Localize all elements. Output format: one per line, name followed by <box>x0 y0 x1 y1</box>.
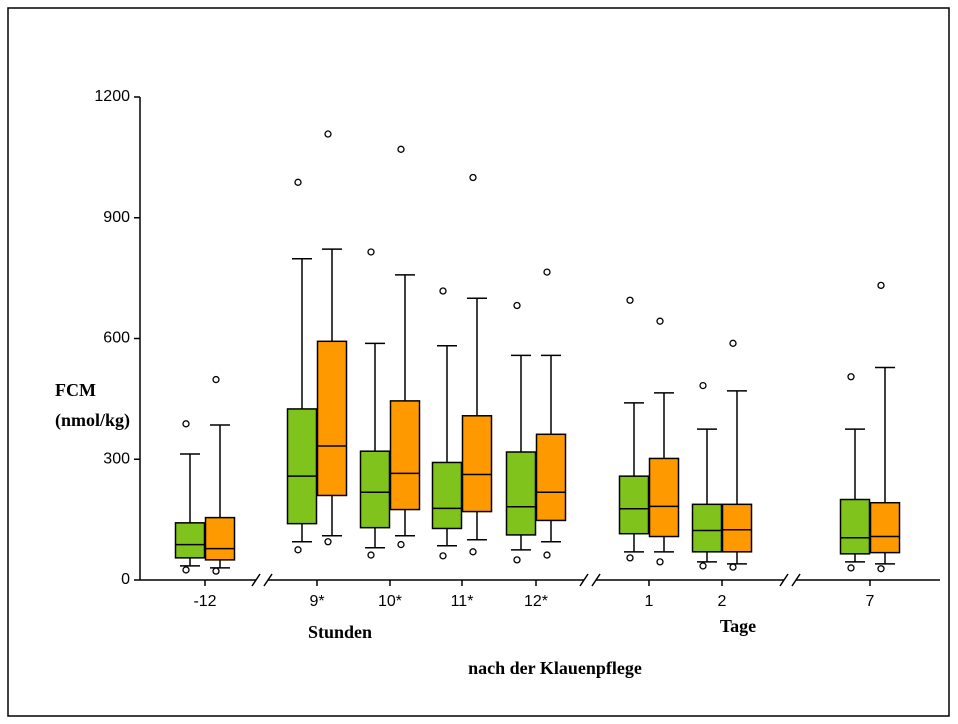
outlier <box>294 546 302 554</box>
outlier <box>626 296 634 304</box>
box <box>316 340 348 497</box>
outlier <box>729 339 737 347</box>
y-axis-label: FCM <box>55 380 96 400</box>
box <box>648 457 680 538</box>
outlier <box>439 287 447 295</box>
box <box>461 415 493 513</box>
outlier <box>656 317 664 325</box>
box <box>286 408 318 525</box>
outlier <box>397 540 405 549</box>
outlier <box>367 551 375 559</box>
outlier <box>699 381 707 390</box>
outlier <box>847 564 855 572</box>
x-tick-label: 7 <box>866 593 875 610</box>
box <box>359 450 391 529</box>
x-tick-label: 11* <box>451 593 474 610</box>
outlier <box>513 301 521 310</box>
outlier <box>626 554 634 562</box>
x-tick-label: 9* <box>309 593 324 610</box>
box <box>869 501 901 554</box>
y-tick-label: 600 <box>103 330 130 347</box>
outlier <box>469 548 477 556</box>
box <box>389 400 421 511</box>
outlier <box>212 375 220 384</box>
x-tick-label: 2 <box>718 593 727 610</box>
y-axis-label: (nmol/kg) <box>55 410 130 431</box>
outlier <box>324 538 332 546</box>
outlier <box>182 420 190 428</box>
outlier <box>543 268 551 276</box>
x-axis <box>140 573 940 587</box>
x-tick-label: 1 <box>645 593 654 610</box>
box <box>204 516 236 561</box>
x-tick-label: 10* <box>378 593 402 610</box>
x-axis-label: nach der Klauenpflege <box>468 658 642 678</box>
outlier <box>469 173 477 182</box>
outlier <box>212 567 220 575</box>
outlier <box>324 130 332 138</box>
outlier <box>439 552 447 560</box>
outlier <box>847 373 855 381</box>
outlier <box>294 178 302 186</box>
box <box>535 433 567 522</box>
box <box>691 503 723 553</box>
outlier <box>182 566 190 574</box>
outlier <box>656 558 664 566</box>
y-tick-label: 300 <box>103 450 130 467</box>
box <box>721 503 753 553</box>
box <box>431 461 463 530</box>
outlier <box>877 281 885 290</box>
x-tick-label: -12 <box>193 593 216 610</box>
group-label: Stunden <box>308 622 372 642</box>
box <box>839 498 871 555</box>
box <box>618 475 650 535</box>
group-label: Tage <box>720 616 756 636</box>
box <box>174 522 206 559</box>
outlier <box>543 551 551 559</box>
outlier <box>367 248 375 256</box>
y-tick-label: 900 <box>103 209 130 226</box>
x-tick-label: 12* <box>524 593 548 610</box>
outlier <box>699 562 707 570</box>
outlier <box>729 563 737 571</box>
y-tick-label: 1200 <box>94 88 130 105</box>
frame <box>7 7 950 717</box>
outlier <box>397 145 405 153</box>
box <box>505 451 537 536</box>
outlier <box>513 556 521 564</box>
y-tick-label: 0 <box>121 571 130 588</box>
outlier <box>877 565 885 573</box>
